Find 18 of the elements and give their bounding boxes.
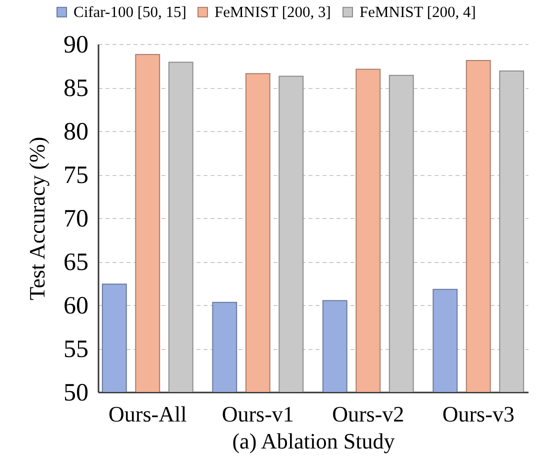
y-tick-label: 50 [64,380,88,406]
y-tick-label: 75 [64,162,88,189]
legend-label: FeMNIST [200, 4] [360,4,476,22]
x-tick-label: Ours-v2 [332,402,404,426]
y-axis-title: Test Accuracy (%) [24,136,50,300]
y-tick-label: 60 [64,292,88,320]
y-tick-label: 80 [64,118,88,146]
y-tick-label: 55 [64,336,88,363]
legend-label: Cifar-100 [50, 15] [74,4,186,22]
y-tick-label: 70 [64,206,88,232]
x-tick-label: Ours-All [108,402,187,426]
y-tick-label: 85 [64,75,88,102]
y-tick-label: 90 [64,32,88,58]
x-tick-label: Ours-v1 [222,402,294,426]
y-tick-label: 65 [64,249,88,276]
x-axis-title: (a) Ablation Study [232,428,395,454]
legend-label: FeMNIST [200, 3] [214,4,331,22]
x-tick-label: Ours-v3 [442,402,514,426]
